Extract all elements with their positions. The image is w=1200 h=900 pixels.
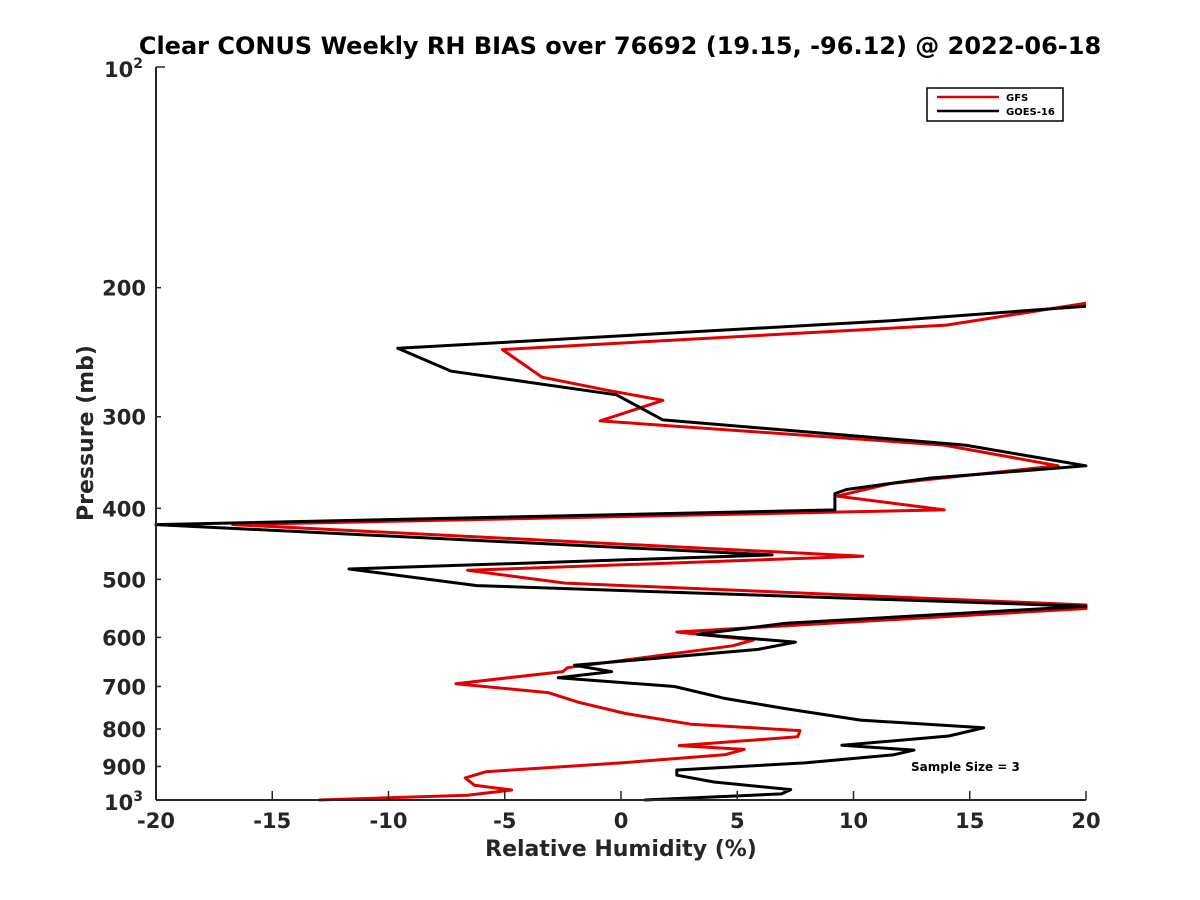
x-tick-label: -5	[493, 809, 516, 833]
y-tick-label: 700	[102, 675, 146, 699]
x-tick-label: -15	[253, 809, 291, 833]
y-tick-label: 200	[102, 277, 146, 301]
legend-label-goes16: GOES-16	[1006, 107, 1055, 118]
x-tick-label: -20	[137, 809, 175, 833]
legend-box	[926, 87, 1064, 122]
x-tick-label: 15	[955, 809, 984, 833]
y-ticks: 200 300 400 500 600 700 800 900	[102, 66, 165, 801]
plot-area	[156, 67, 1086, 800]
sample-size-annotation: Sample Size = 3	[911, 760, 1020, 774]
y-axis-label: Pressure (mb)	[74, 345, 99, 521]
legend-label-gfs: GFS	[1006, 93, 1028, 104]
y-tick-label-top: 102	[104, 56, 143, 82]
y-top-exp: 2	[133, 56, 143, 72]
y-tick-label-bottom: 103	[104, 789, 143, 815]
x-tick-label: 0	[614, 809, 629, 833]
series-line-goes16	[154, 304, 1088, 802]
series-line-gfs	[231, 301, 1088, 802]
x-tick-label: 5	[730, 809, 745, 833]
y-tick-label: 900	[102, 755, 146, 779]
x-tick-label: 20	[1071, 809, 1100, 833]
plot-lines	[154, 301, 1088, 802]
y-top-base: 10	[104, 58, 133, 82]
y-tick-label: 300	[102, 406, 146, 430]
x-tick-label: 10	[839, 809, 868, 833]
y-tick-label: 600	[102, 626, 146, 650]
legend: GFS GOES-16	[926, 87, 1064, 122]
x-axis-label: Relative Humidity (%)	[485, 837, 757, 862]
x-tick-label: -10	[370, 809, 408, 833]
y-bottom-base: 10	[104, 791, 133, 815]
chart-title: Clear CONUS Weekly RH BIAS over 76692 (1…	[139, 32, 1101, 60]
y-bottom-exp: 3	[133, 789, 143, 805]
x-ticks: -20 -15 -10 -5 0 5 10 15 20	[137, 791, 1101, 833]
y-tick-label: 500	[102, 568, 146, 592]
y-tick-label: 800	[102, 718, 146, 742]
y-tick-label: 400	[102, 497, 146, 521]
